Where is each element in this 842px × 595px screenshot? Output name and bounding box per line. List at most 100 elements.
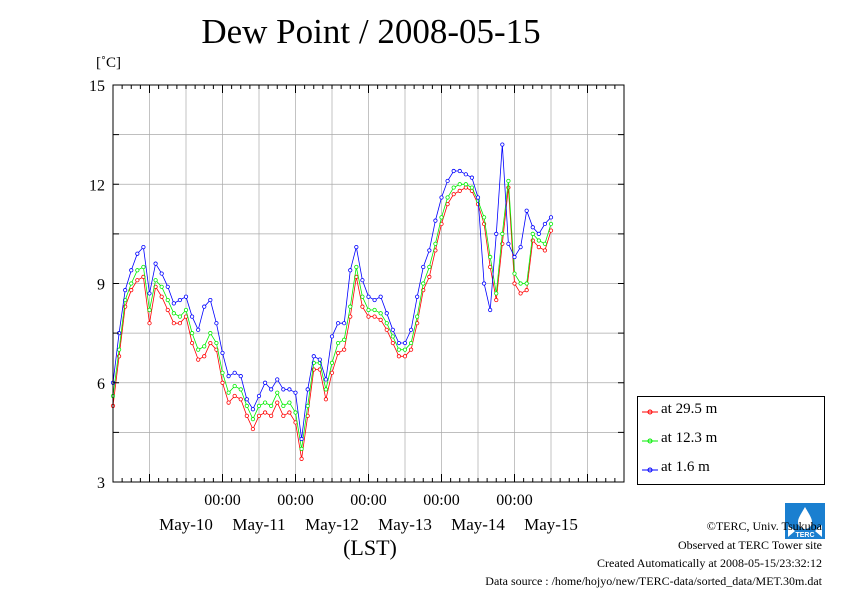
data-point	[232, 383, 237, 389]
data-point	[269, 387, 274, 392]
x-time-label: 00:00	[496, 492, 532, 509]
data-point	[323, 387, 329, 392]
data-point	[329, 334, 335, 339]
data-point	[305, 387, 310, 392]
data-point	[250, 426, 256, 432]
data-point	[542, 221, 548, 227]
data-point	[323, 377, 329, 382]
legend-item-29-5: at 29.5 m	[638, 399, 824, 423]
data-point	[360, 304, 365, 309]
data-point	[500, 142, 505, 147]
x-time-label: 00:00	[204, 492, 240, 509]
data-point	[548, 215, 554, 220]
data-point	[524, 288, 529, 293]
data-point	[293, 410, 298, 415]
data-point	[189, 314, 195, 319]
data-point	[335, 350, 341, 356]
data-point	[329, 360, 335, 365]
data-point	[220, 350, 225, 356]
data-point	[165, 297, 170, 303]
data-point	[275, 390, 280, 395]
chart-legend: at 29.5 m at 12.3 m at 1.6 m	[637, 396, 825, 485]
data-point	[524, 208, 529, 213]
data-point	[177, 314, 183, 319]
data-point	[536, 238, 541, 243]
data-point	[238, 397, 243, 402]
data-point	[402, 354, 408, 359]
data-point	[335, 340, 341, 346]
data-point	[457, 188, 462, 193]
data-point	[208, 331, 213, 336]
data-point	[159, 271, 164, 276]
x-time-label: 00:00	[350, 492, 386, 509]
data-point	[451, 168, 456, 174]
data-point	[287, 410, 292, 415]
data-point	[348, 268, 353, 273]
data-point	[147, 307, 152, 313]
data-point	[299, 456, 304, 461]
data-point	[415, 294, 420, 299]
data-point	[427, 248, 432, 253]
data-point	[202, 304, 207, 309]
data-point	[542, 241, 548, 246]
footer-created: Created Automatically at 2008-05-15/23:3…	[597, 556, 822, 570]
data-point	[463, 182, 468, 187]
data-point	[378, 317, 383, 322]
data-point	[445, 202, 450, 207]
data-point	[183, 307, 189, 313]
data-point	[390, 340, 395, 346]
data-point	[141, 264, 146, 270]
data-point	[171, 301, 176, 306]
data-point	[196, 327, 201, 332]
data-point	[494, 297, 499, 303]
data-point	[238, 374, 243, 379]
data-point	[481, 281, 487, 286]
data-point	[220, 380, 225, 385]
data-point	[226, 390, 231, 395]
data-point	[262, 410, 268, 415]
data-point	[524, 281, 529, 286]
data-point	[494, 291, 499, 296]
data-point	[366, 307, 371, 313]
data-point	[317, 357, 322, 362]
chart-title: Dew Point / 2008-05-15	[201, 12, 541, 51]
chart-ticks: 3 6 9 12 15 00:00 00:00 00:00 00:00 00:00 May-10 Ma…	[89, 78, 625, 534]
data-point	[129, 288, 134, 293]
data-point	[530, 225, 535, 230]
data-point	[262, 380, 268, 385]
data-point	[512, 254, 517, 260]
data-point	[299, 446, 304, 452]
legend-marker-green	[642, 438, 658, 444]
y-tick-label: 6	[97, 376, 105, 393]
data-point	[171, 311, 176, 316]
data-point	[457, 182, 462, 187]
data-point	[396, 347, 402, 352]
data-point	[488, 254, 493, 260]
data-point	[165, 284, 170, 289]
data-point	[360, 294, 365, 299]
data-point	[536, 231, 541, 236]
data-point	[116, 347, 122, 352]
data-point	[287, 400, 292, 405]
data-point	[378, 294, 383, 299]
data-point	[506, 178, 511, 184]
data-point	[323, 397, 329, 402]
data-point	[275, 400, 280, 405]
data-point	[244, 413, 249, 418]
data-point	[129, 268, 134, 273]
data-point	[463, 172, 468, 177]
data-point	[202, 344, 207, 349]
data-point	[256, 403, 262, 409]
data-point	[147, 321, 152, 326]
data-point	[342, 321, 347, 326]
data-point	[196, 357, 201, 362]
y-tick-label: 12	[89, 177, 105, 194]
data-point	[305, 403, 310, 409]
data-point	[433, 218, 438, 223]
data-point	[256, 393, 262, 399]
data-point	[512, 271, 517, 276]
data-point	[153, 278, 158, 283]
data-point	[232, 393, 237, 399]
data-point	[250, 407, 256, 412]
